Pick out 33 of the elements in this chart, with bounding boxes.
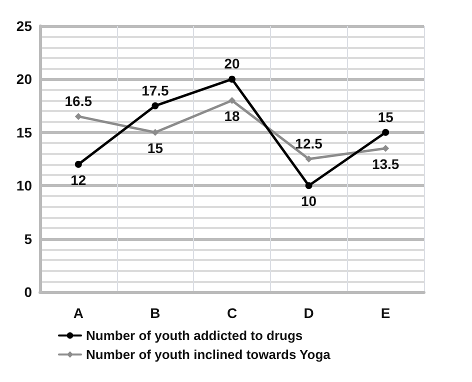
x-tick-label: B — [150, 305, 160, 321]
point — [305, 156, 312, 162]
point — [152, 102, 159, 110]
data-label: 17.5 — [142, 82, 170, 98]
data-label: 13.5 — [372, 156, 400, 172]
x-tick-label: A — [73, 305, 84, 321]
point — [382, 128, 390, 136]
point — [305, 182, 312, 190]
y-tick-label: 20 — [16, 71, 32, 88]
point — [382, 144, 390, 152]
data-label: 10 — [301, 193, 317, 210]
y-tick-label: 10 — [16, 178, 32, 194]
data-label: 12 — [70, 172, 86, 188]
x-tick-label: D — [304, 305, 314, 321]
y-tick-label: 5 — [24, 230, 32, 247]
point — [228, 96, 236, 104]
y-tick-label: 25 — [16, 18, 32, 34]
data-label: 18 — [224, 108, 240, 124]
data-label: 12.5 — [295, 136, 323, 152]
y-tick-label: 15 — [16, 124, 32, 140]
point — [74, 160, 82, 168]
legend-label: Number of youth inclined towards Yoga — [86, 347, 332, 362]
x-tick-label: E — [380, 305, 390, 321]
data-label: 15 — [378, 108, 394, 125]
point — [74, 112, 82, 120]
legend-label: Number of youth addicted to drugs — [86, 328, 303, 343]
point — [152, 128, 159, 136]
data-label: 16.5 — [64, 92, 92, 109]
data-label: 20 — [224, 56, 240, 72]
point — [228, 76, 236, 83]
y-tick-label: 0 — [24, 284, 32, 300]
x-tick-label: C — [226, 305, 238, 321]
data-label: 15 — [147, 140, 164, 156]
